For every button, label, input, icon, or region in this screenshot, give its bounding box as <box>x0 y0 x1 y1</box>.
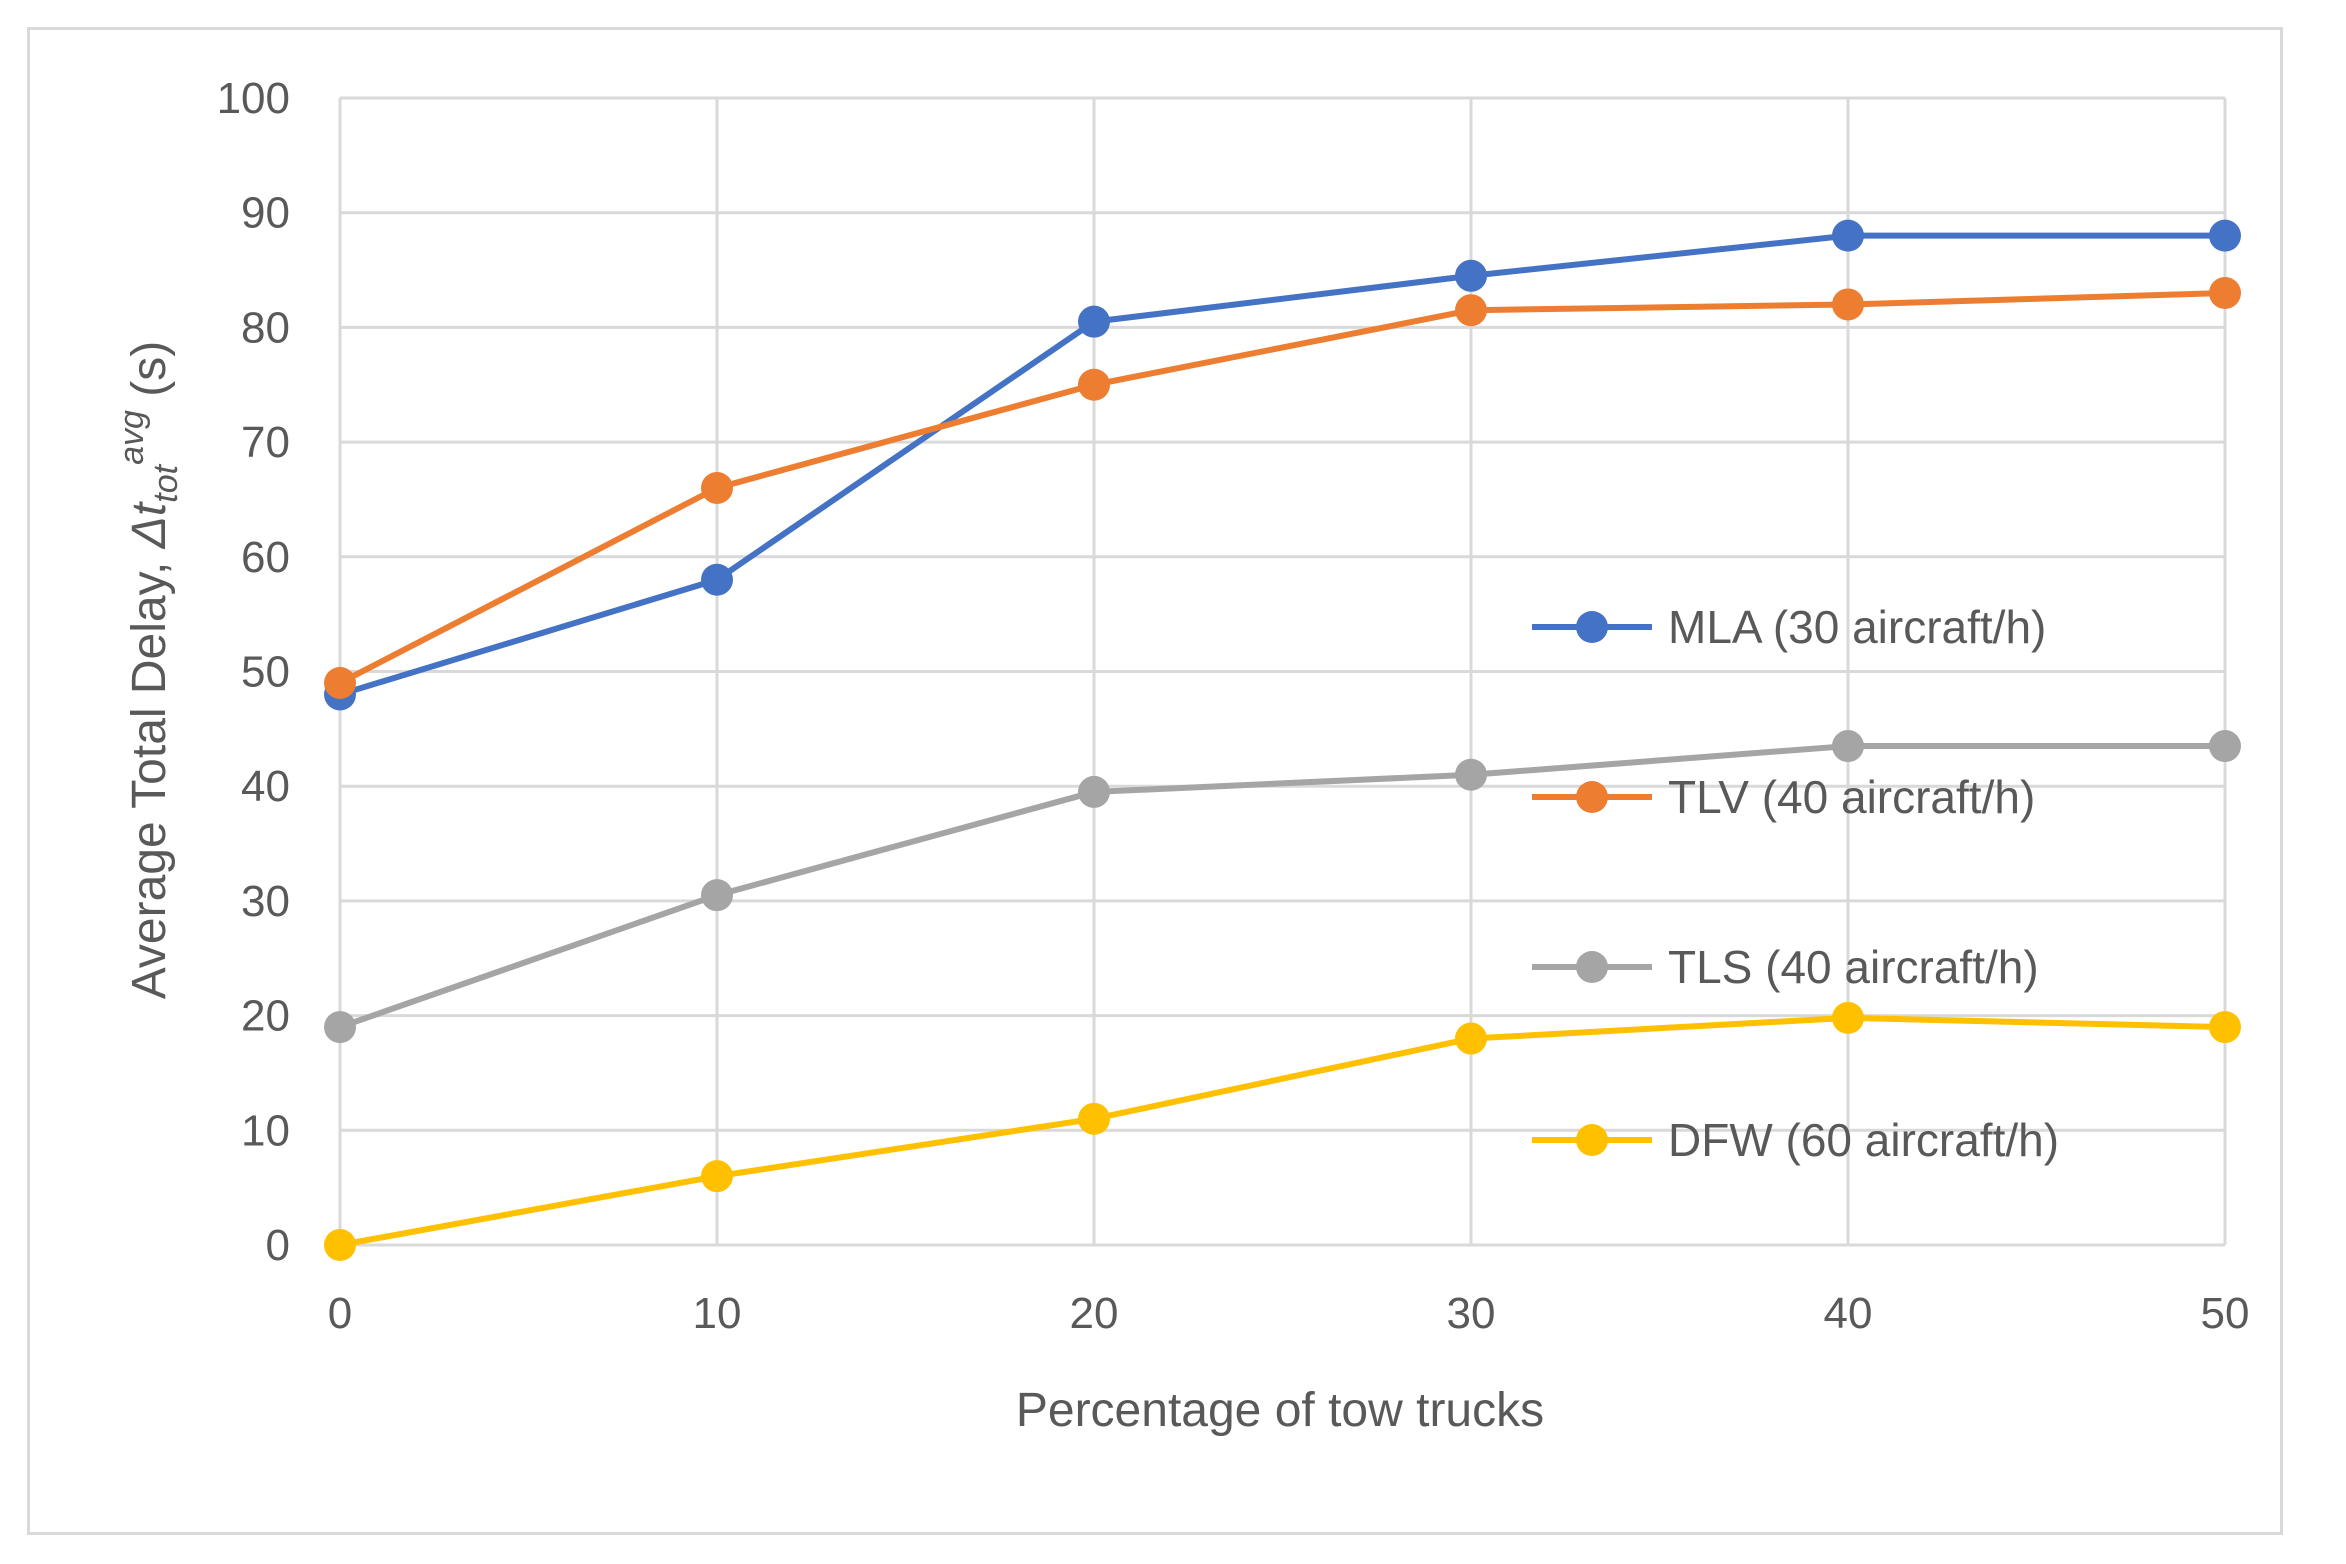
series-group <box>324 219 2241 1261</box>
x-tick-label: 50 <box>2201 1289 2250 1338</box>
y-tick-label: 30 <box>241 877 290 926</box>
data-point-tls <box>1455 758 1487 791</box>
data-point-tlv <box>1078 368 1110 401</box>
legend-label-mla: MLA (30 aircraft/h) <box>1668 601 2046 653</box>
x-tick-label: 30 <box>1447 1289 1496 1338</box>
data-point-mla <box>1455 259 1487 292</box>
data-point-dfw <box>2209 1011 2241 1044</box>
y-tick-label: 20 <box>241 992 290 1041</box>
data-point-tlv <box>701 471 733 504</box>
x-axis-ticks: 0 10 20 30 40 50 <box>328 1289 2250 1338</box>
data-point-tls <box>701 879 733 912</box>
series-line-mla <box>339 232 2225 698</box>
data-point-mla <box>1078 305 1110 338</box>
legend-label-dfw: DFW (60 aircraft/h) <box>1668 1114 2059 1166</box>
data-point-tls <box>1078 775 1110 808</box>
x-tick-label: 0 <box>328 1289 352 1338</box>
data-point-dfw <box>1455 1022 1487 1055</box>
x-tick-label: 40 <box>1824 1289 1873 1338</box>
legend: MLA (30 aircraft/h) TLV (40 aircraft/h) TL… <box>1532 601 2059 1166</box>
y-tick-label: 0 <box>266 1221 290 1270</box>
y-axis-ticks: 0 10 20 30 40 50 60 70 80 90 100 <box>217 74 290 1270</box>
y-tick-label: 10 <box>241 1106 290 1155</box>
y-axis-title-prefix: Average Total Delay, <box>123 548 176 999</box>
data-point-tls <box>1832 730 1864 763</box>
chart-frame <box>27 27 2283 1535</box>
data-point-dfw <box>1832 1001 1864 1034</box>
data-point-dfw <box>324 1229 356 1261</box>
x-tick-label: 10 <box>693 1289 742 1338</box>
y-tick-label: 60 <box>241 533 290 582</box>
y-axis-title-suffix: (s) <box>123 341 176 410</box>
series-line-tls <box>339 743 2225 1030</box>
y-axis-title-symbol: Δt <box>123 501 176 549</box>
series-line-tlv <box>338 289 2226 686</box>
y-tick-label: 80 <box>241 303 290 352</box>
series-line-dfw <box>339 1014 2226 1248</box>
data-point-tls <box>2209 730 2241 763</box>
data-point-dfw <box>701 1160 733 1193</box>
y-axis-title-superscript: avg <box>113 410 151 465</box>
data-point-mla <box>701 563 733 596</box>
data-point-tls <box>324 1011 356 1044</box>
data-point-tlv <box>2209 276 2241 309</box>
y-axis-title-subscript: tot <box>147 463 185 502</box>
legend-marker-tlv <box>1576 781 1608 813</box>
legend-marker-tls <box>1576 951 1608 983</box>
data-point-tlv <box>324 666 356 699</box>
y-tick-label: 50 <box>241 648 290 697</box>
y-tick-label: 70 <box>241 418 290 467</box>
y-axis-title: Average Total Delay, Δttotavg (s) <box>113 341 185 999</box>
data-point-mla <box>1832 219 1864 252</box>
data-point-tlv <box>1455 294 1487 327</box>
legend-marker-mla <box>1576 611 1608 643</box>
data-point-tlv <box>1832 288 1864 321</box>
data-point-mla <box>2209 219 2241 252</box>
x-tick-label: 20 <box>1070 1289 1119 1338</box>
data-point-dfw <box>1078 1102 1110 1135</box>
legend-label-tls: TLS (40 aircraft/h) <box>1668 941 2039 993</box>
legend-label-tlv: TLV (40 aircraft/h) <box>1668 771 2035 823</box>
y-tick-label: 100 <box>217 74 290 123</box>
x-axis-title: Percentage of tow trucks <box>1016 1384 1544 1437</box>
gridlines <box>338 96 2227 1247</box>
legend-marker-dfw <box>1576 1124 1608 1156</box>
y-tick-label: 90 <box>241 189 290 238</box>
y-tick-label: 40 <box>241 762 290 811</box>
